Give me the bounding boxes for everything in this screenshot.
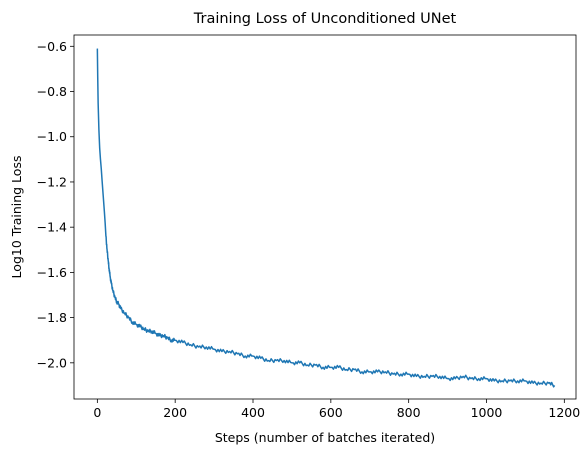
y-tick-label: −1.8 — [37, 310, 67, 325]
x-tick-label: 0 — [93, 405, 101, 420]
y-tick-label: −0.6 — [37, 39, 67, 54]
plot-frame — [73, 34, 577, 400]
x-tick-label: 1000 — [471, 405, 503, 420]
y-tick-label: −1.0 — [37, 129, 67, 144]
x-tick-label: 400 — [241, 405, 265, 420]
series-line — [96, 48, 556, 388]
y-tick-label: −1.4 — [37, 220, 67, 235]
x-axis-label: Steps (number of batches iterated) — [215, 430, 435, 445]
y-tick-label: −2.0 — [37, 355, 67, 370]
x-tick-label: 800 — [397, 405, 421, 420]
x-tick-label: 200 — [163, 405, 187, 420]
x-axis-ticks: 0 200 400 600 800 1000 1200 — [93, 399, 580, 420]
y-tick-label: −0.8 — [37, 84, 67, 99]
y-tick-label: −1.6 — [37, 265, 67, 280]
y-axis-label: Log10 Training Loss — [9, 156, 24, 279]
chart-title: Training Loss of Unconditioned UNet — [193, 11, 457, 27]
y-axis-ticks: −2.0 −1.8 −1.6 −1.4 −1.2 −1.0 −0.8 −0.6 — [37, 39, 74, 370]
x-tick-label: 1200 — [548, 405, 580, 420]
y-tick-label: −1.2 — [37, 174, 67, 189]
x-tick-label: 600 — [319, 405, 343, 420]
